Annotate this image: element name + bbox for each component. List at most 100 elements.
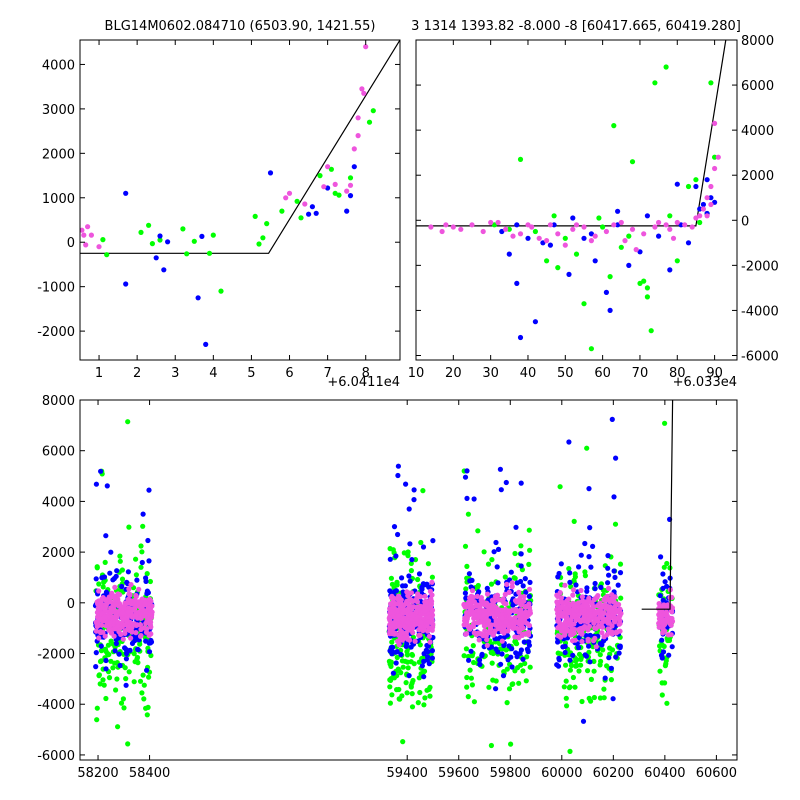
season-point-green (388, 677, 394, 684)
data-point-green (366, 119, 373, 125)
season-point-green (662, 420, 668, 426)
season-point-green (471, 699, 477, 705)
season-point-green (133, 556, 139, 562)
season-point-blue (658, 554, 664, 560)
data-point-blue (203, 341, 209, 347)
season-point-green (416, 675, 422, 681)
data-point-pink (88, 232, 94, 238)
data-point-blue (309, 204, 315, 210)
season-point-blue (576, 635, 582, 641)
data-point-pink (573, 222, 580, 228)
season-point-blue (464, 468, 470, 474)
data-point-pink (96, 244, 102, 250)
season-point-pink (467, 625, 473, 631)
season-point-green (586, 695, 592, 702)
season-point-blue (590, 543, 596, 550)
data-point-pink (611, 222, 617, 228)
panel-axes: 1 2 3 4 5 6 7 8 -2000 -1000 0 1000 2000 3000 4000 (37, 39, 401, 381)
season-point-pink (422, 593, 428, 599)
data-point-green (264, 221, 270, 227)
season-point-green (461, 653, 467, 659)
season-point-pink (395, 619, 401, 625)
season-point-blue (495, 546, 502, 553)
data-point-green (218, 288, 224, 294)
season-point-pink (403, 631, 409, 637)
season-point-blue (567, 579, 573, 586)
season-point-pink (564, 598, 570, 604)
season-point-green (485, 561, 492, 567)
data-point-blue (644, 213, 651, 219)
season-point-pink (397, 632, 403, 638)
season-point-blue (616, 650, 622, 656)
season-point-green (102, 559, 108, 566)
season-point-pink (98, 599, 104, 605)
data-point-green (256, 241, 262, 247)
data-point-pink (361, 90, 367, 96)
season-point-blue (395, 463, 401, 469)
season-point-green (409, 651, 415, 658)
season-point-pink (562, 582, 568, 588)
season-point-green (579, 698, 585, 705)
axes-frame (79, 399, 738, 761)
season-point-blue (493, 686, 499, 692)
season-point-pink (558, 595, 565, 601)
season-point-green (493, 678, 499, 684)
data-point-pink (603, 228, 610, 235)
season-point-green (486, 684, 492, 690)
data-point-blue (678, 222, 684, 228)
season-point-pink (561, 625, 567, 632)
y-tick-label: 0 (67, 597, 75, 612)
season-point-green (145, 704, 151, 711)
data-point-green (708, 80, 714, 86)
data-point-pink (712, 120, 718, 126)
season-point-green (140, 523, 146, 529)
season-point-pink (605, 597, 611, 603)
season-point-green (475, 584, 481, 590)
data-point-pink (439, 228, 445, 235)
season-point-pink (127, 627, 133, 634)
x-tick-label: 59400 (387, 766, 428, 781)
season-point-pink (509, 580, 515, 586)
season-point-blue (526, 639, 532, 645)
panel-marks (92, 398, 676, 755)
y-tick-label: 4000 (42, 495, 75, 510)
season-point-green (516, 680, 522, 686)
panel-axes: 10 20 30 40 50 60 70 80 90 -6000 -4000 -2000 0 2000 40… (408, 34, 779, 381)
x-tick-label: 58400 (129, 766, 170, 781)
data-point-pink (708, 183, 714, 190)
data-point-blue (525, 235, 531, 241)
season-point-pink (609, 623, 615, 629)
season-point-blue (520, 656, 526, 662)
season-point-blue (573, 582, 579, 588)
season-point-blue (429, 655, 435, 661)
season-point-green (117, 558, 123, 564)
season-point-pink (554, 592, 560, 598)
season-point-pink (95, 605, 101, 611)
season-point-green (101, 682, 107, 688)
season-point-blue (422, 582, 428, 588)
season-point-blue (93, 481, 99, 487)
season-point-green (389, 581, 395, 587)
season-point-pink (137, 604, 143, 610)
season-point-green (425, 561, 431, 567)
season-point-blue (146, 649, 153, 655)
season-point-pink (503, 601, 509, 607)
season-point-blue (145, 537, 151, 544)
season-point-green (138, 543, 144, 549)
season-point-blue (98, 643, 104, 649)
y-tick-label: 4000 (42, 58, 75, 73)
data-point-pink (704, 213, 710, 219)
data-point-blue (615, 208, 621, 214)
season-point-green (133, 572, 139, 578)
season-point-pink (429, 579, 435, 585)
season-point-blue (660, 649, 667, 655)
season-point-blue (123, 682, 129, 688)
season-point-green (389, 692, 395, 698)
model-curve (641, 400, 674, 610)
season-point-blue (587, 525, 593, 531)
data-point-green (149, 241, 155, 247)
season-point-blue (584, 585, 590, 591)
season-point-green (399, 658, 405, 664)
season-point-green (506, 686, 513, 692)
data-point-green (138, 229, 144, 235)
